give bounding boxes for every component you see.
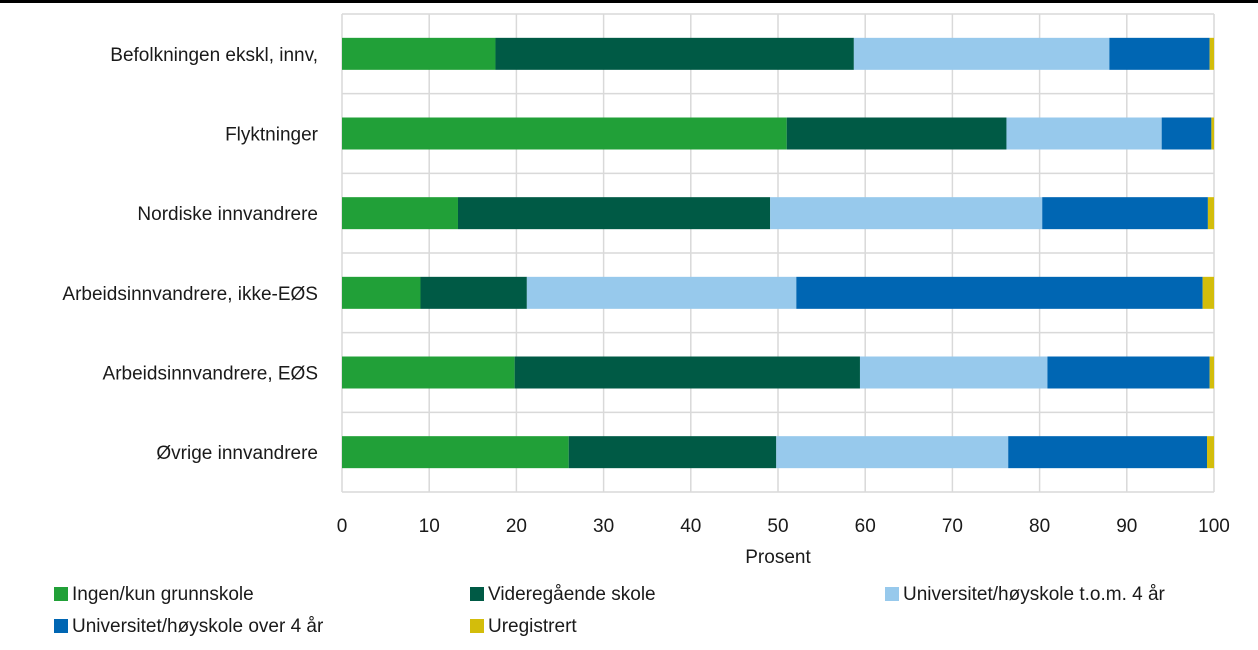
- bar-segment: [1006, 117, 1162, 150]
- legend-entry: Uregistrert: [488, 616, 577, 637]
- bars: [342, 37, 1214, 469]
- bar-segment: [495, 37, 854, 70]
- legend-swatch: [54, 619, 68, 633]
- bar-segment: [796, 276, 1203, 309]
- bar-segment: [342, 117, 787, 150]
- x-tick-labels: 0 10 20 30 40 50 60 70 80 90 100: [337, 516, 1230, 537]
- legend-swatch: [54, 587, 68, 601]
- bar-segment: [1161, 117, 1212, 150]
- category-label: Arbeidsinnvandrere, EØS: [103, 364, 318, 385]
- top-rule: [0, 0, 1258, 3]
- bar-segment: [342, 37, 496, 70]
- x-tick-label: 90: [1116, 516, 1137, 537]
- legend-swatch: [885, 587, 899, 601]
- bar-segment: [568, 436, 777, 469]
- x-tick-label: 70: [942, 516, 963, 537]
- x-axis-title: Prosent: [745, 547, 811, 568]
- legend-entry: Universitet/høyskole t.o.m. 4 år: [903, 584, 1166, 605]
- x-tick-label: 50: [767, 516, 788, 537]
- legend-entry: Universitet/høyskole over 4 år: [72, 616, 324, 637]
- category-labels: Befolkningen ekskl, innv, Flyktninger Nord…: [62, 45, 318, 464]
- category-label: Nordiske innvandrere: [137, 204, 318, 225]
- x-tick-label: 40: [680, 516, 701, 537]
- bar-segment: [1207, 197, 1214, 230]
- bar-segment: [514, 356, 860, 389]
- bar-segment: [1202, 276, 1214, 309]
- bar-segment: [1207, 436, 1214, 469]
- gridlines: [341, 13, 1215, 493]
- bar-segment: [342, 276, 421, 309]
- x-tick-label: 0: [337, 516, 348, 537]
- bar-segment: [1047, 356, 1210, 389]
- category-label: Arbeidsinnvandrere, ikke-EØS: [62, 284, 318, 305]
- bar-segment: [457, 197, 771, 230]
- bar-segment: [1211, 117, 1214, 150]
- bar-segment: [1209, 356, 1214, 389]
- legend-entry: Videregående skole: [488, 584, 656, 605]
- legend-swatch: [470, 619, 484, 633]
- category-label: Øvrige innvandrere: [156, 443, 318, 464]
- category-label: Befolkningen ekskl, innv,: [110, 45, 318, 66]
- x-tick-label: 10: [419, 516, 440, 537]
- bar-segment: [526, 276, 797, 309]
- x-tick-label: 20: [506, 516, 527, 537]
- bar-segment: [420, 276, 527, 309]
- bar-segment: [1042, 197, 1208, 230]
- legend: Ingen/kun grunnskole Videregående skole Un…: [54, 584, 1166, 637]
- bar-segment: [770, 197, 1043, 230]
- x-tick-label: 80: [1029, 516, 1050, 537]
- bar-segment: [1008, 436, 1208, 469]
- bar-segment: [342, 356, 515, 389]
- x-tick-label: 60: [855, 516, 876, 537]
- bar-segment: [853, 37, 1110, 70]
- category-label: Flyktninger: [225, 125, 319, 146]
- bar-segment: [342, 197, 458, 230]
- bar-segment: [776, 436, 1009, 469]
- bar-segment: [859, 356, 1048, 389]
- legend-entry: Ingen/kun grunnskole: [72, 584, 254, 605]
- legend-swatch: [470, 587, 484, 601]
- bar-segment: [1209, 37, 1214, 70]
- bar-segment: [786, 117, 1007, 150]
- x-tick-label: 30: [593, 516, 614, 537]
- bar-segment: [342, 436, 569, 469]
- x-tick-label: 100: [1198, 516, 1230, 537]
- bar-segment: [1109, 37, 1210, 70]
